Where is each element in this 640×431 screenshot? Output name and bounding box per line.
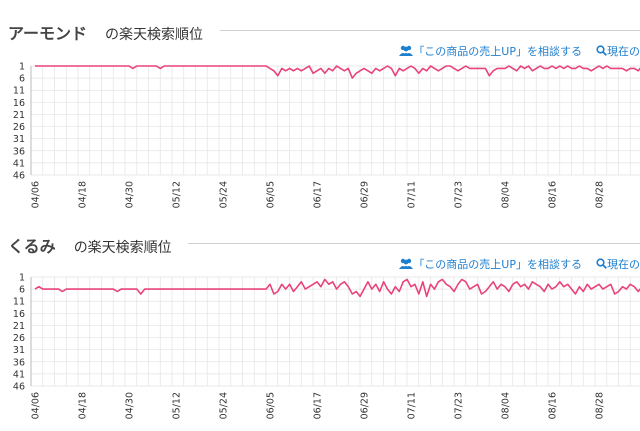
current-link-label: 現在の [607,258,640,271]
panel-subtitle: の楽天検索順位 [105,27,204,43]
x-tick-label: 07/23 [454,392,465,419]
x-tick-label: 07/11 [407,392,418,419]
y-tick-label: 46 [13,382,25,393]
x-tick-label: 05/12 [172,181,183,208]
x-tick-label: 06/17 [313,181,324,208]
grid [30,65,640,176]
people-icon [399,45,414,56]
panel-links: 「この商品の売上UP」を相談する 現在の [399,256,640,272]
y-tick-label: 31 [13,134,25,145]
x-tick-label: 04/18 [78,181,89,208]
search-icon [596,258,607,269]
y-tick-label: 41 [13,158,25,169]
x-tick-label: 06/05 [266,392,277,419]
rank-series-line [35,65,640,79]
x-tick-label: 04/30 [125,392,136,419]
current-link[interactable]: 現在の [596,45,640,58]
x-tick-label: 08/28 [595,392,606,419]
y-tick-label: 11 [13,86,25,97]
search-icon [596,45,607,56]
consult-link-label: 「この商品の売上UP」を相談する [413,45,582,58]
y-tick-label: 36 [13,357,25,368]
consult-link[interactable]: 「この商品の売上UP」を相談する [399,45,582,58]
x-tick-label: 06/29 [360,392,371,419]
panel-subtitle: の楽天検索順位 [73,240,172,256]
rank-panel-almond: アーモンド の楽天検索順位 「この商品の売上UP」を相談する 現在の 1 6 11 16 2… [0,20,640,225]
x-tick-label: 08/28 [595,181,606,208]
x-tick-label: 04/30 [125,181,136,208]
x-tick-label: 08/16 [548,181,559,208]
panel-links: 「この商品の売上UP」を相談する 現在の [399,43,640,59]
y-tick-label: 46 [13,171,25,182]
current-link-label: 現在の [607,45,640,58]
x-tick-label: 06/29 [360,181,371,208]
y-tick-label: 21 [13,110,25,121]
people-icon [399,258,414,269]
y-tick-label: 6 [19,74,25,85]
x-tick-label: 05/24 [219,181,230,208]
y-tick-label: 36 [13,146,25,157]
consult-link[interactable]: 「この商品の売上UP」を相談する [399,258,582,271]
title-divider [220,30,640,31]
y-tick-label: 16 [13,98,25,109]
x-tick-label: 04/18 [78,392,89,419]
x-tick-label: 06/05 [266,181,277,208]
y-tick-label: 1 [19,273,25,284]
rank-series-line [34,278,640,298]
title-divider [188,243,640,244]
x-tick-label: 04/06 [31,392,42,419]
consult-link-label: 「この商品の売上UP」を相談する [413,258,582,271]
current-link[interactable]: 現在の [596,258,640,271]
y-tick-label: 1 [19,62,25,73]
y-tick-label: 6 [19,285,25,296]
y-tick-label: 41 [13,369,25,380]
product-name: アーモンド [8,24,88,43]
x-tick-label: 08/16 [548,392,559,419]
y-tick-label: 11 [13,297,25,308]
x-tick-label: 05/24 [219,392,230,419]
grid [30,276,640,387]
y-tick-label: 26 [13,122,25,133]
y-tick-label: 31 [13,345,25,356]
y-tick-label: 26 [13,333,25,344]
x-tick-label: 04/06 [31,181,42,208]
product-name: くるみ [8,237,56,256]
x-tick-label: 07/11 [407,181,418,208]
x-tick-label: 08/04 [501,181,512,208]
panel-title: くるみ の楽天検索順位 [8,233,172,257]
panel-title: アーモンド の楽天検索順位 [8,20,203,44]
y-tick-label: 21 [13,321,25,332]
x-tick-label: 07/23 [454,181,465,208]
rank-panel-walnut: くるみ の楽天検索順位 「この商品の売上UP」を相談する 現在の 1 6 11 16 21 2… [0,233,640,429]
y-tick-label: 16 [13,309,25,320]
x-tick-label: 06/17 [313,392,324,419]
x-tick-label: 05/12 [172,392,183,419]
x-tick-label: 08/04 [501,392,512,419]
